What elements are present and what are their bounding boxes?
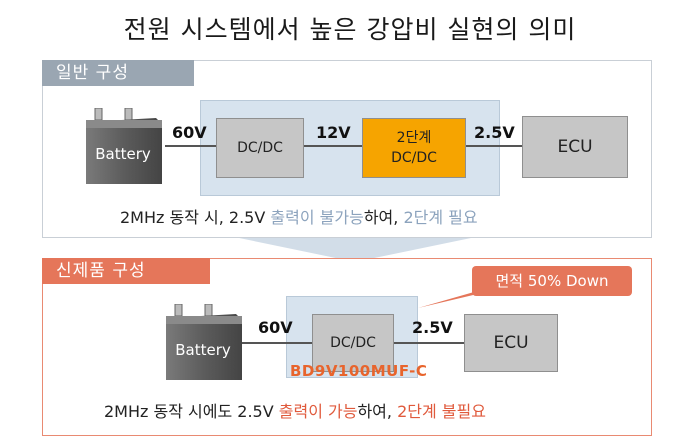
area-reduction-badge: 면적 50% Down xyxy=(472,266,632,296)
dcdc-label: DC/DC xyxy=(330,335,376,351)
badge-pointer xyxy=(418,292,486,308)
voltage-label-2-5v: 2.5V xyxy=(474,123,515,142)
ecu-box: ECU xyxy=(522,116,628,178)
dcdc-converter: DC/DC xyxy=(312,314,394,372)
voltage-label-2-5v: 2.5V xyxy=(412,318,453,337)
caption-highlight: 출력이 가능 xyxy=(278,402,358,421)
dcdc-label: DC/DC xyxy=(237,140,283,156)
new-product-tab: 신제품 구성 xyxy=(42,258,210,284)
battery-icon xyxy=(166,304,242,380)
conventional-tab: 일반 구성 xyxy=(42,60,194,86)
voltage-label-60v: 60V xyxy=(172,123,207,142)
caption-highlight: 출력이 불가능 xyxy=(270,208,364,227)
second-stage-dcdc: 2단계 DC/DC xyxy=(362,118,466,178)
conventional-caption: 2MHz 동작 시, 2.5V 출력이 불가능하여, 2단계 필요 xyxy=(120,204,478,228)
battery-label: Battery xyxy=(175,341,231,359)
caption-text: 하여, xyxy=(363,208,404,227)
new-product-caption: 2MHz 동작 시에도 2.5V 출력이 가능하여, 2단계 불필요 xyxy=(104,398,486,422)
second-stage-dcdc-label: DC/DC xyxy=(391,150,437,166)
caption-text: 하여, xyxy=(357,402,398,421)
voltage-label-60v: 60V xyxy=(258,318,293,337)
caption-highlight: 2단계 필요 xyxy=(403,208,478,227)
conventional-wire xyxy=(165,145,525,147)
ecu-label: ECU xyxy=(557,137,593,157)
part-number: BD9V100MUF-C xyxy=(290,362,428,380)
page-title: 전원 시스템에서 높은 강압비 실현의 의미 xyxy=(123,15,577,44)
ecu-label: ECU xyxy=(493,333,529,353)
caption-text: 2MHz 동작 시에도 2.5V xyxy=(104,402,279,421)
battery-label: Battery xyxy=(95,145,151,163)
ecu-box: ECU xyxy=(464,314,558,372)
dcdc-converter: DC/DC xyxy=(216,118,304,178)
voltage-label-12v: 12V xyxy=(316,123,351,142)
caption-text: 2MHz 동작 시, 2.5V xyxy=(120,208,271,227)
caption-highlight: 2단계 불필요 xyxy=(397,402,486,421)
second-stage-label: 2단계 xyxy=(396,130,432,146)
battery-icon xyxy=(86,108,162,184)
